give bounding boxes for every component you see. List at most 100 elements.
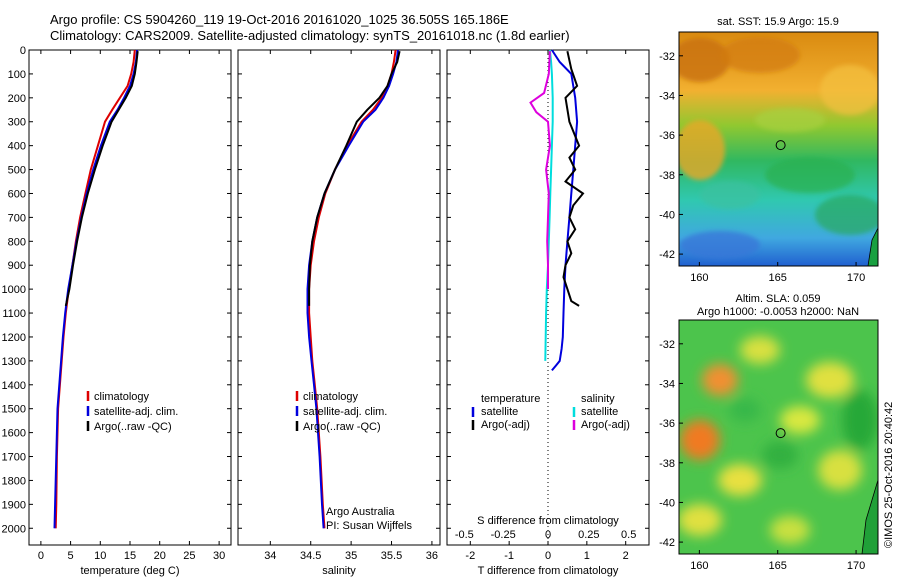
depth-tick-label: 1800 <box>2 475 26 487</box>
x-tick-label: -1 <box>504 550 514 562</box>
map-y-tick-label: -36 <box>659 130 675 142</box>
legend-label: climatology <box>94 391 150 403</box>
s-tick-label: 0.25 <box>578 529 599 541</box>
imos-footer: ©IMOS 25-Oct-2016 20:40:42 <box>883 402 895 548</box>
map-x-tick-label: 170 <box>847 272 865 284</box>
x-tick-label: 30 <box>213 550 225 562</box>
depth-tick-label: 500 <box>8 165 26 177</box>
legend-label: salinity <box>581 393 615 405</box>
depth-tick-label: 900 <box>8 260 26 272</box>
legend-label: satellite <box>581 406 618 418</box>
depth-tick-label: 0 <box>20 45 26 57</box>
depth-tick-label: 1100 <box>2 308 26 320</box>
x-tick-label: 10 <box>94 550 106 562</box>
s-tick-label: -0.25 <box>491 529 516 541</box>
series-s-argo-adj- <box>529 51 551 290</box>
sla-field-texture <box>679 336 878 544</box>
depth-tick-label: 300 <box>8 117 26 129</box>
map-y-tick-label: -40 <box>659 209 675 221</box>
map-y-tick-label: -32 <box>659 51 675 63</box>
temperature-profile-frame <box>28 49 232 546</box>
map-y-tick-label: -34 <box>659 90 675 102</box>
x-tick-label: 34 <box>264 550 276 562</box>
depth-tick-label: 100 <box>8 69 26 81</box>
map-y-tick-label: -38 <box>659 458 675 470</box>
map-x-tick-label: 170 <box>847 560 865 572</box>
series-argo-raw-qc- <box>308 50 401 306</box>
sla-map-title-line1: Altim. SLA: 0.059 <box>736 293 821 305</box>
depth-tick-label: 200 <box>8 93 26 105</box>
argo-position-marker <box>775 428 786 439</box>
difference-panel: -2 -1 0 1 2 T difference from climatology temp… <box>446 49 650 577</box>
salinity-panel: 34 34.5 35 35.5 36 salinity climatology satelli… <box>237 49 441 577</box>
map-x-tick-label: 160 <box>690 560 708 572</box>
x-tick-label: 25 <box>183 550 195 562</box>
map-y-tick-label: -32 <box>659 339 675 351</box>
legend-label: satellite-adj. clim. <box>303 406 387 418</box>
depth-tick-label: 800 <box>8 236 26 248</box>
legend-label: satellite <box>481 406 518 418</box>
x-tick-label: 5 <box>68 550 74 562</box>
sst-map-title: sat. SST: 15.9 Argo: 15.9 <box>717 16 839 28</box>
x-tick-label: 2 <box>623 550 629 562</box>
legend-label: climatology <box>303 391 359 403</box>
map-y-tick-label: -38 <box>659 170 675 182</box>
x-tick-label: 15 <box>124 550 136 562</box>
argo-position-marker <box>775 140 786 151</box>
map-x-tick-label: 165 <box>769 272 787 284</box>
legend-label: Argo(-adj) <box>581 419 630 431</box>
depth-tick-label: 2000 <box>2 523 26 535</box>
legend-label: satellite-adj. clim. <box>94 406 178 418</box>
depth-tick-label: 1000 <box>2 284 26 296</box>
depth-tick-label: 1500 <box>2 404 26 416</box>
s-tick-label: 0 <box>545 529 551 541</box>
series-t-argo-adj- <box>562 50 585 307</box>
map-x-tick-label: 165 <box>769 560 787 572</box>
depth-tick-label: 600 <box>8 188 26 200</box>
temperature-panel: 0100200300400500600700800900100011001200… <box>2 45 232 577</box>
sla-land-patch <box>861 479 878 554</box>
depth-tick-label: 700 <box>8 212 26 224</box>
map-y-tick-label: -40 <box>659 497 675 509</box>
depth-tick-label: 1900 <box>2 499 26 511</box>
map-y-tick-label: -34 <box>659 378 675 390</box>
sla-map-title-line2: Argo h1000: -0.0053 h2000: NaN <box>697 306 859 318</box>
header-title-line2: Climatology: CARS2009. Satellite-adjuste… <box>50 28 570 43</box>
legend-label: Argo(..raw -QC) <box>94 421 172 433</box>
series-t-satellite <box>551 49 579 372</box>
depth-tick-label: 1600 <box>2 428 26 440</box>
map-x-tick-label: 160 <box>690 272 708 284</box>
sst-land-patch <box>867 227 878 266</box>
series-argo-raw-qc- <box>64 51 139 307</box>
depth-tick-label: 1400 <box>2 380 26 392</box>
legend-label: Argo(..raw -QC) <box>303 421 381 433</box>
depth-tick-label: 1300 <box>2 356 26 368</box>
credit-line1: Argo Australia <box>326 506 395 518</box>
sst-field-texture <box>679 37 878 259</box>
x-tick-label: 34.5 <box>300 550 321 562</box>
s-axis-label: S difference from climatology <box>477 515 619 527</box>
credit-line2: PI: Susan Wijffels <box>326 520 412 532</box>
x-tick-label: 35 <box>345 550 357 562</box>
series-s-satellite <box>544 49 554 361</box>
header-title-line1: Argo profile: CS 5904260_119 19-Oct-2016… <box>50 12 509 27</box>
depth-tick-label: 1700 <box>2 452 26 464</box>
depth-tick-label: 400 <box>8 141 26 153</box>
x-tick-label: -2 <box>465 550 475 562</box>
x-tick-label: 20 <box>154 550 166 562</box>
sst-map-panel: sat. SST: 15.9 Argo: 15.9 160 165 170 -32 -3… <box>659 16 879 284</box>
x-tick-label: 0 <box>545 550 551 562</box>
x-tick-label: 36 <box>426 550 438 562</box>
map-y-tick-label: -42 <box>659 537 675 549</box>
x-axis-label: temperature (deg C) <box>80 565 179 577</box>
map-y-tick-label: -36 <box>659 418 675 430</box>
map-y-tick-label: -42 <box>659 249 675 261</box>
x-tick-label: 0 <box>38 550 44 562</box>
x-tick-label: 35.5 <box>381 550 402 562</box>
s-tick-label: -0.5 <box>455 529 474 541</box>
legend-label: Argo(-adj) <box>481 419 530 431</box>
legend-label: temperature <box>481 393 540 405</box>
salinity-profile-frame <box>237 49 441 546</box>
x-tick-label: 1 <box>584 550 590 562</box>
